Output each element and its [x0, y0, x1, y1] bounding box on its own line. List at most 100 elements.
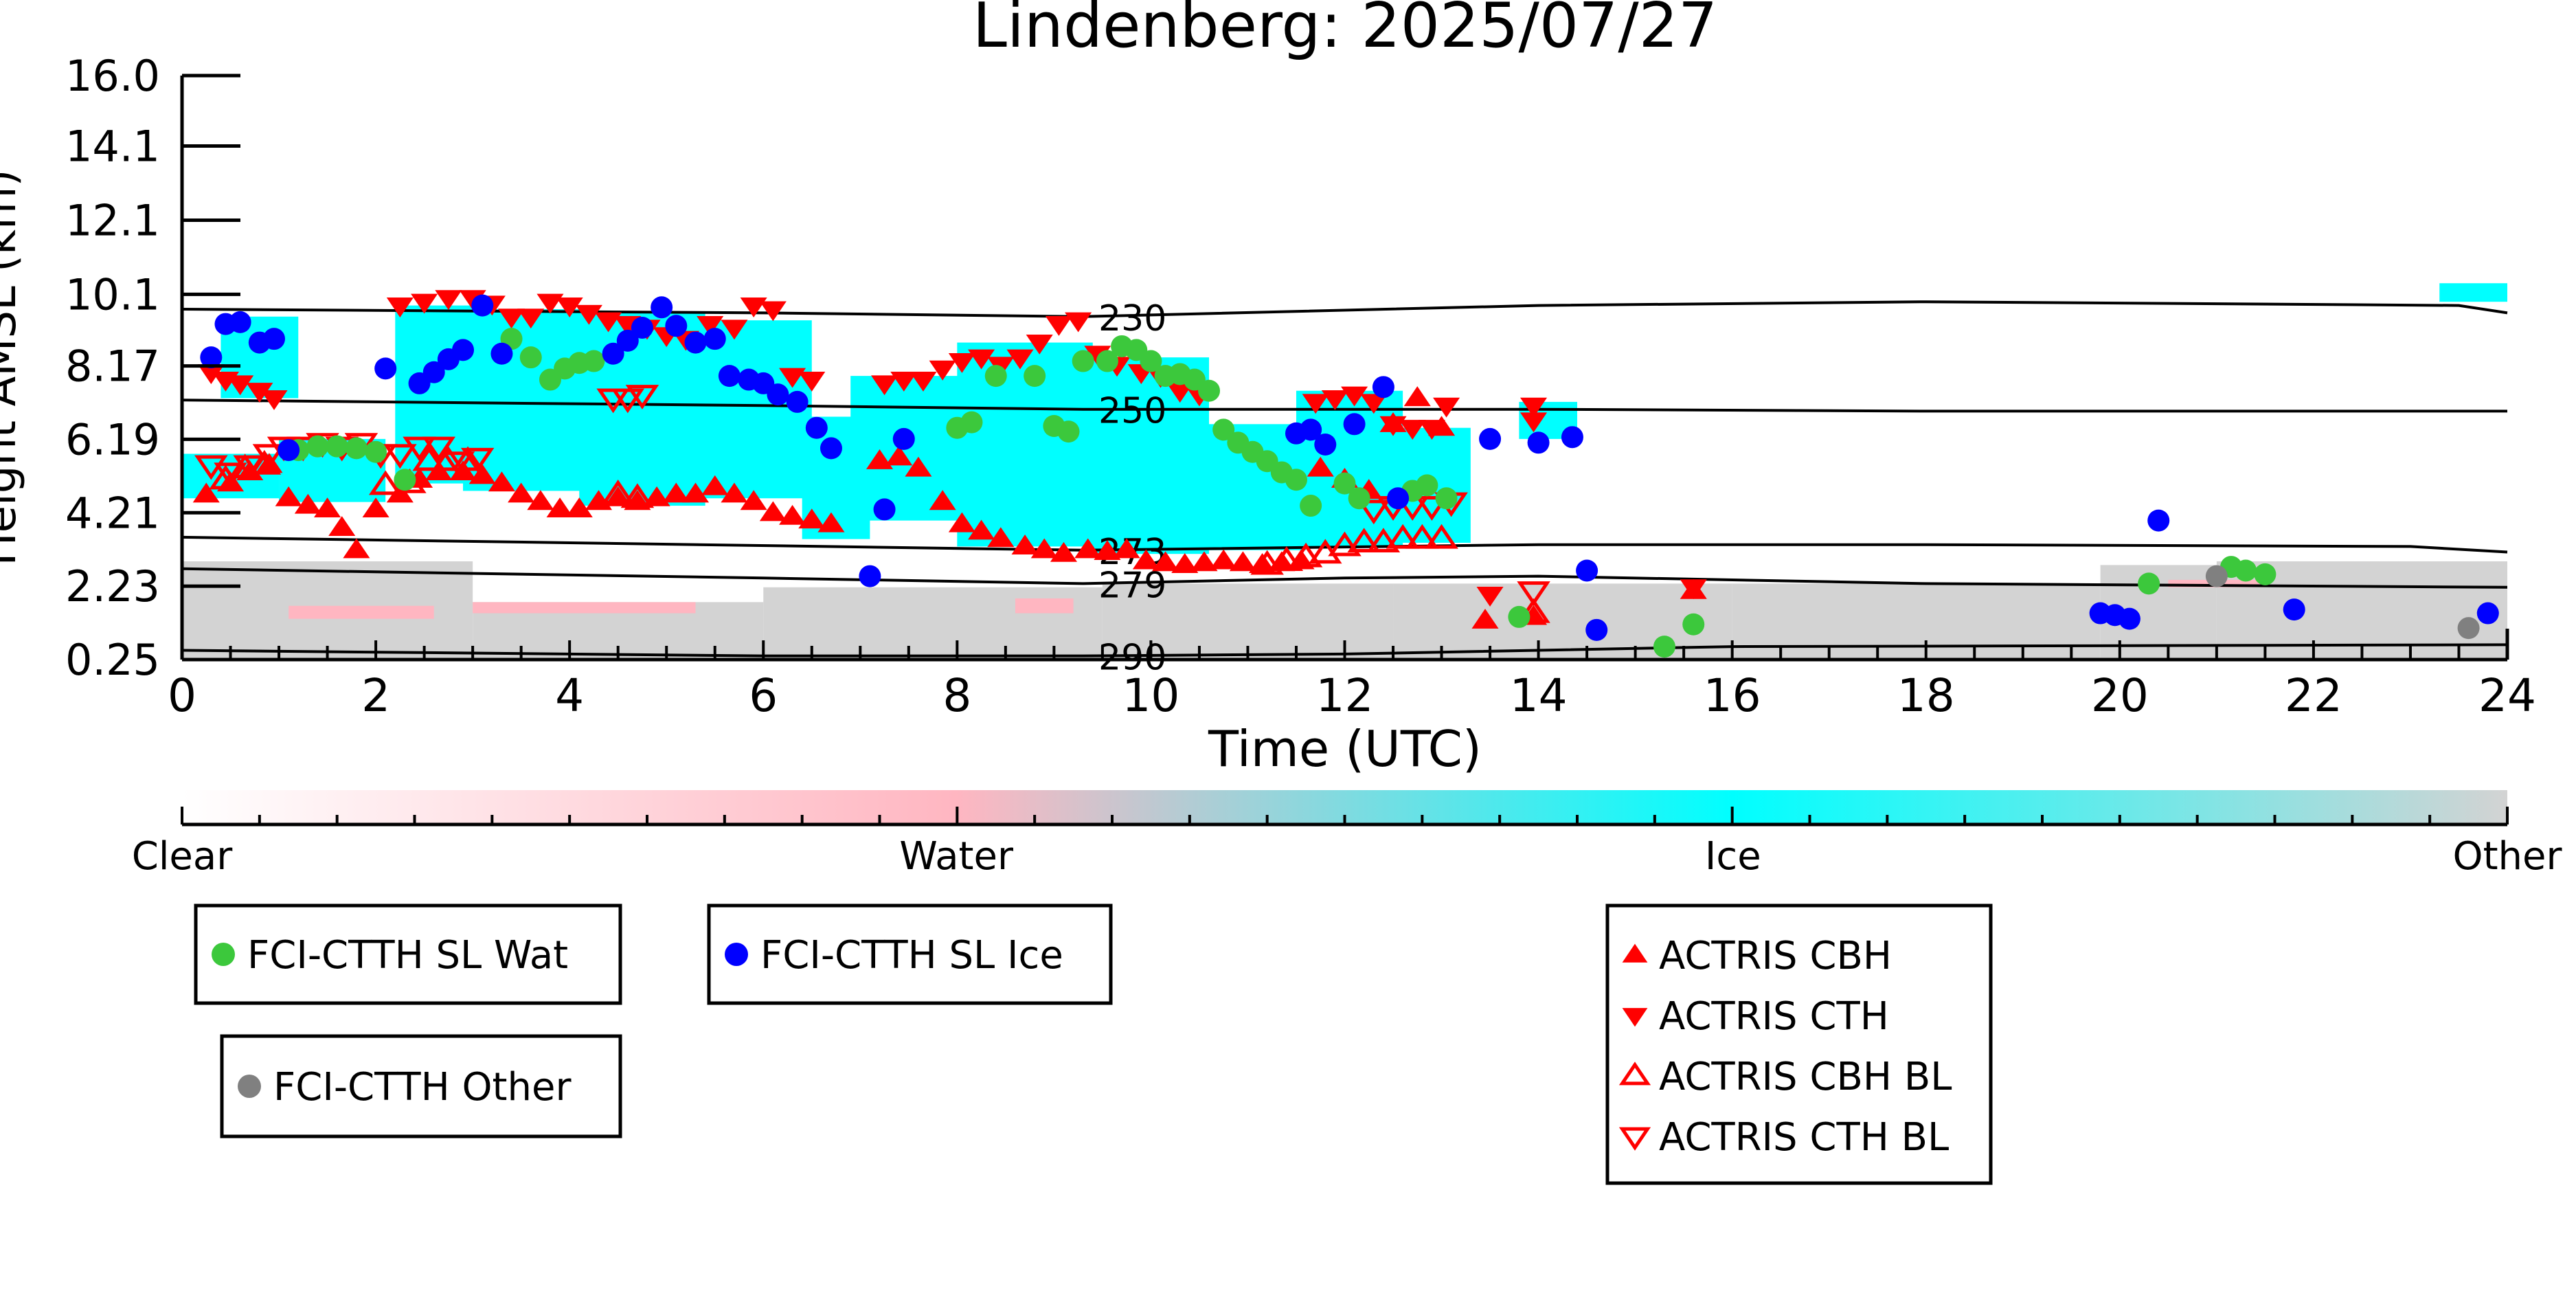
data-point [605, 486, 632, 506]
data-point [1314, 433, 1337, 456]
data-point [200, 346, 223, 369]
data-point [278, 439, 300, 462]
isotherm-label: 250 [1098, 391, 1166, 432]
mask-ice [850, 376, 977, 521]
data-point [2235, 559, 2257, 582]
data-point [859, 565, 881, 587]
data-point [246, 383, 273, 403]
x-tick-label: 10 [1122, 669, 1179, 722]
data-point [565, 497, 593, 517]
legend-frame [194, 903, 622, 1005]
data-point [1527, 431, 1550, 454]
data-point [616, 329, 639, 352]
data-point [2118, 607, 2140, 630]
data-point [1341, 386, 1368, 407]
data-point [1585, 618, 1608, 641]
mask-water [289, 605, 434, 619]
data-point [326, 435, 348, 458]
colorbar-label: Water [899, 834, 1014, 879]
data-point [236, 460, 264, 481]
data-point [909, 371, 937, 392]
data-point [216, 471, 245, 492]
data-point [767, 383, 789, 406]
legend-frame [1605, 903, 1993, 1185]
isotherm-line [181, 567, 2508, 589]
data-point [1433, 397, 1460, 418]
legend-frame [220, 1034, 622, 1138]
data-point [1328, 531, 1362, 557]
y-tick-label: 2.23 [65, 561, 160, 611]
mask-water [1015, 598, 1074, 614]
isotherm-line [181, 398, 2507, 413]
data-point [197, 364, 225, 385]
data-point [740, 490, 767, 510]
data-point [1576, 559, 1598, 582]
data-point [892, 427, 915, 450]
data-point [1415, 495, 1449, 521]
colorbar-label: Clear [132, 834, 233, 879]
data-point [411, 293, 438, 314]
legend-label: ACTRIS CTH [1659, 994, 1889, 1039]
legend-marker [212, 943, 235, 966]
x-tick-label: 22 [2285, 669, 2342, 722]
data-point [192, 482, 220, 503]
data-point [294, 493, 321, 514]
mask-other [1732, 583, 2101, 660]
data-point [1026, 335, 1053, 355]
data-point [1425, 524, 1458, 549]
data-point [602, 342, 624, 365]
data-point [1249, 553, 1276, 573]
isotherm-label: 230 [1098, 298, 1166, 339]
data-point [1508, 605, 1530, 628]
data-point [1132, 549, 1160, 570]
data-point [968, 519, 995, 540]
mask-ice [2439, 283, 2507, 302]
mask-ice [1296, 390, 1403, 547]
legend-marker [1618, 1062, 1651, 1086]
data-point [1024, 365, 1046, 388]
data-point [460, 447, 495, 473]
data-point [256, 453, 283, 473]
y-tick-label: 0.25 [65, 635, 160, 685]
isotherm-line [181, 300, 2508, 318]
data-point [328, 516, 356, 536]
data-point [1476, 586, 1504, 607]
data-point [1287, 549, 1315, 570]
data-point [422, 436, 456, 462]
data-point [260, 390, 288, 410]
data-point [651, 296, 673, 319]
data-point [1333, 472, 1356, 495]
data-point [2138, 572, 2160, 595]
x-tick-label: 16 [1704, 669, 1761, 722]
legend-box: FCI-CTTH SL Ice [707, 903, 1113, 1005]
data-point [798, 371, 826, 392]
data-point [817, 512, 845, 532]
data-point [546, 497, 574, 517]
legend-label: ACTRIS CBH [1659, 934, 1892, 978]
data-point [1321, 390, 1348, 410]
legend-marker [725, 943, 748, 966]
data-point [536, 293, 564, 314]
legend-label: FCI-CTTH SL Ice [760, 933, 1063, 978]
data-point [1198, 379, 1221, 402]
data-point [1403, 386, 1431, 407]
data-point [2254, 563, 2276, 585]
data-point [1030, 538, 1058, 559]
data-point [1057, 420, 1080, 443]
data-point [1190, 551, 1218, 572]
data-point [468, 464, 496, 484]
data-point [987, 527, 1015, 548]
data-point [890, 371, 918, 392]
isotherm-label: 279 [1098, 565, 1166, 606]
data-point [497, 308, 526, 329]
data-point [1285, 469, 1307, 491]
data-point [229, 311, 251, 333]
data-point [435, 290, 462, 311]
data-point [1011, 535, 1039, 554]
data-point [905, 456, 932, 477]
data-point [1387, 487, 1410, 510]
data-point [1405, 524, 1439, 549]
y-tick-label: 16.0 [65, 51, 160, 101]
data-point [1166, 383, 1194, 403]
data-point [701, 475, 729, 495]
